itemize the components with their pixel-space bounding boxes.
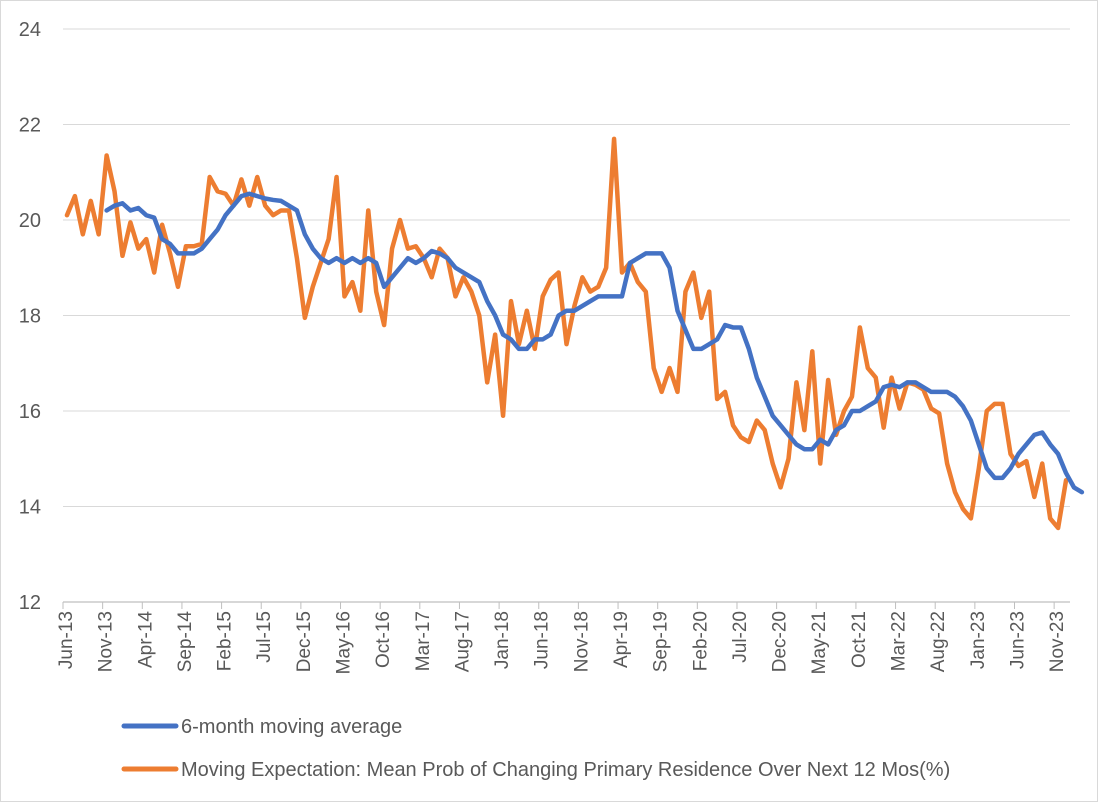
legend-label-expectation: Moving Expectation: Mean Prob of Changin… bbox=[181, 759, 950, 781]
legend-label-moving-average: 6-month moving average bbox=[181, 716, 402, 738]
y-tick-label: 20 bbox=[19, 210, 41, 232]
x-tick-label: Jun-13 bbox=[56, 611, 77, 669]
x-tick-label: Feb-15 bbox=[215, 611, 236, 671]
x-tick-label: May-16 bbox=[333, 611, 354, 674]
x-tick-label: Jan-23 bbox=[968, 611, 989, 669]
series-line-moving-average bbox=[104, 191, 1085, 495]
x-tick-label: May-21 bbox=[809, 611, 830, 674]
series-lines bbox=[64, 136, 1085, 531]
x-tick-label: Dec-15 bbox=[294, 611, 315, 672]
x-tick-label: Mar-22 bbox=[889, 611, 910, 671]
x-tick-label: Sep-14 bbox=[175, 611, 196, 673]
x-tick-label: Jun-18 bbox=[532, 611, 553, 669]
x-tick-label: Jul-20 bbox=[730, 611, 751, 663]
y-tick-label: 22 bbox=[19, 115, 41, 137]
x-tick-label: Jun-23 bbox=[1007, 611, 1028, 669]
x-tick-label: Nov-23 bbox=[1047, 611, 1068, 672]
x-tick-label: Nov-13 bbox=[96, 611, 117, 672]
x-tick-label: Sep-19 bbox=[651, 611, 672, 672]
y-tick-label: 14 bbox=[19, 497, 41, 519]
x-tick-label: Dec-20 bbox=[770, 611, 791, 672]
y-tick-label: 16 bbox=[19, 401, 41, 423]
x-tick-label: Nov-18 bbox=[571, 611, 592, 672]
legend: 6-month moving average Moving Expectatio… bbox=[121, 716, 950, 781]
y-tick-label: 12 bbox=[19, 592, 41, 614]
legend-item-expectation[interactable]: Moving Expectation: Mean Prob of Changin… bbox=[121, 759, 950, 781]
x-tick-label: Feb-20 bbox=[690, 611, 711, 671]
x-tick-label: Aug-17 bbox=[452, 611, 473, 672]
series-line-expectation bbox=[64, 136, 1069, 531]
x-tick-label: Jan-18 bbox=[492, 611, 513, 669]
x-tick-label: Aug-22 bbox=[928, 611, 949, 672]
y-axis-tick-labels: 12 14 16 18 20 22 24 bbox=[19, 19, 41, 614]
x-tick-label: Oct-21 bbox=[849, 611, 870, 668]
legend-item-moving-average[interactable]: 6-month moving average bbox=[121, 716, 402, 738]
x-tick-label: Apr-14 bbox=[135, 611, 156, 668]
x-axis bbox=[62, 601, 1070, 609]
gridlines bbox=[63, 28, 1070, 507]
x-tick-label: Oct-16 bbox=[373, 611, 394, 668]
x-axis-tick-labels: Jun-13 Nov-13 Apr-14 Sep-14 Feb-15 Jul-15 Dec-… bbox=[56, 611, 1068, 675]
x-tick-label: Mar-17 bbox=[413, 611, 434, 671]
x-tick-label: Jul-15 bbox=[254, 611, 275, 663]
y-tick-label: 18 bbox=[19, 306, 41, 328]
y-tick-label: 24 bbox=[19, 19, 41, 41]
x-tick-label: Apr-19 bbox=[611, 611, 632, 668]
